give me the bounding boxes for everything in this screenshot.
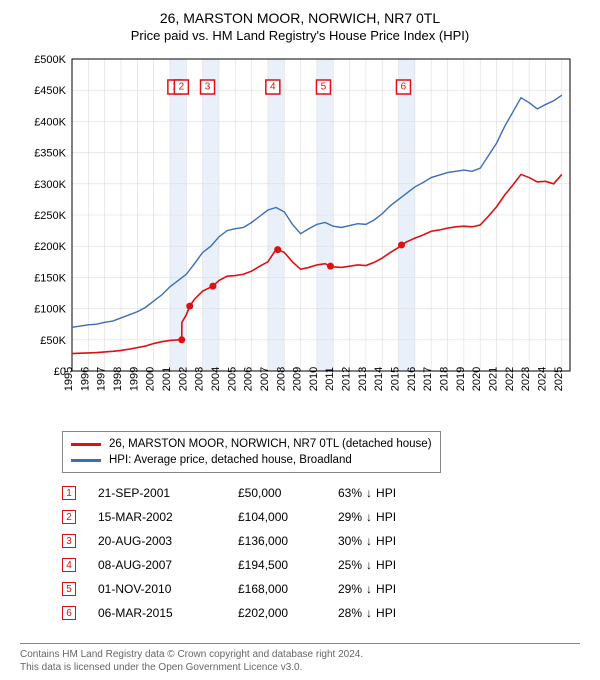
- svg-text:2023: 2023: [520, 367, 532, 391]
- svg-text:£250K: £250K: [34, 210, 66, 222]
- arrow-down-icon: ↓: [366, 510, 372, 524]
- sale-marker: 6: [62, 606, 76, 620]
- arrow-down-icon: ↓: [366, 558, 372, 572]
- sale-row: 5 01-NOV-2010£168,00029%↓HPI: [62, 577, 580, 601]
- svg-text:£100K: £100K: [34, 304, 66, 316]
- svg-text:£500K: £500K: [34, 54, 66, 66]
- svg-text:2010: 2010: [308, 367, 320, 391]
- svg-text:2014: 2014: [373, 367, 385, 391]
- sale-row: 3 20-AUG-2003£136,00030%↓HPI: [62, 529, 580, 553]
- page-title: 26, MARSTON MOOR, NORWICH, NR7 0TL: [20, 10, 580, 26]
- svg-text:1997: 1997: [96, 367, 108, 391]
- chart-legend: 26, MARSTON MOOR, NORWICH, NR7 0TL (deta…: [62, 431, 441, 473]
- svg-text:2008: 2008: [275, 367, 287, 391]
- attribution-footer: Contains HM Land Registry data © Crown c…: [20, 643, 580, 674]
- svg-text:£350K: £350K: [34, 148, 66, 160]
- sale-price: £202,000: [238, 606, 338, 620]
- legend-label: 26, MARSTON MOOR, NORWICH, NR7 0TL (deta…: [109, 438, 432, 450]
- sale-diff: 29%↓HPI: [338, 510, 396, 524]
- svg-text:2021: 2021: [488, 367, 500, 391]
- sale-marker: 4: [62, 558, 76, 572]
- footer-line: This data is licensed under the Open Gov…: [20, 661, 580, 674]
- sale-row: 4 08-AUG-2007£194,50025%↓HPI: [62, 553, 580, 577]
- arrow-down-icon: ↓: [366, 606, 372, 620]
- sale-diff: 29%↓HPI: [338, 582, 396, 596]
- svg-text:£200K: £200K: [34, 241, 66, 253]
- svg-text:1995: 1995: [63, 367, 75, 391]
- sale-price: £168,000: [238, 582, 338, 596]
- svg-text:3: 3: [205, 82, 211, 93]
- sale-price: £136,000: [238, 534, 338, 548]
- svg-text:2012: 2012: [341, 367, 353, 391]
- svg-text:1998: 1998: [112, 367, 124, 391]
- legend-item: HPI: Average price, detached house, Broa…: [71, 452, 432, 468]
- sale-date: 06-MAR-2015: [98, 606, 238, 620]
- sale-diff: 63%↓HPI: [338, 486, 396, 500]
- svg-text:2001: 2001: [161, 367, 173, 391]
- svg-text:5: 5: [321, 82, 327, 93]
- svg-text:2005: 2005: [226, 367, 238, 391]
- sale-marker: 5: [62, 582, 76, 596]
- arrow-down-icon: ↓: [366, 582, 372, 596]
- svg-text:2003: 2003: [194, 367, 206, 391]
- svg-text:2025: 2025: [553, 367, 565, 391]
- page-subtitle: Price paid vs. HM Land Registry's House …: [20, 28, 580, 43]
- sale-marker: 3: [62, 534, 76, 548]
- sale-date: 21-SEP-2001: [98, 486, 238, 500]
- sale-marker: 2: [62, 510, 76, 524]
- svg-text:2004: 2004: [210, 367, 222, 391]
- svg-text:1999: 1999: [128, 367, 140, 391]
- svg-text:2022: 2022: [504, 367, 516, 391]
- sales-table: 121-SEP-2001£50,00063%↓HPI215-MAR-2002£1…: [62, 481, 580, 625]
- svg-text:2017: 2017: [422, 367, 434, 391]
- sale-date: 15-MAR-2002: [98, 510, 238, 524]
- sale-row: 1 21-SEP-2001£50,00063%↓HPI: [62, 481, 580, 505]
- legend-swatch: [71, 459, 101, 462]
- sale-date: 01-NOV-2010: [98, 582, 238, 596]
- svg-text:£50K: £50K: [40, 335, 66, 347]
- svg-text:4: 4: [270, 82, 276, 93]
- sale-date: 08-AUG-2007: [98, 558, 238, 572]
- svg-text:2018: 2018: [439, 367, 451, 391]
- sale-price: £50,000: [238, 486, 338, 500]
- sale-diff: 30%↓HPI: [338, 534, 396, 548]
- svg-text:2015: 2015: [390, 367, 402, 391]
- arrow-down-icon: ↓: [366, 486, 372, 500]
- svg-text:£150K: £150K: [34, 272, 66, 284]
- svg-text:2002: 2002: [177, 367, 189, 391]
- svg-text:2007: 2007: [259, 367, 271, 391]
- price-chart: £0£50K£100K£150K£200K£250K£300K£350K£400…: [20, 51, 580, 421]
- svg-text:£450K: £450K: [34, 85, 66, 97]
- svg-text:2: 2: [179, 82, 185, 93]
- sale-row: 6 06-MAR-2015£202,00028%↓HPI: [62, 601, 580, 625]
- footer-line: Contains HM Land Registry data © Crown c…: [20, 648, 580, 661]
- sale-price: £104,000: [238, 510, 338, 524]
- sale-row: 2 15-MAR-2002£104,00029%↓HPI: [62, 505, 580, 529]
- svg-text:£300K: £300K: [34, 179, 66, 191]
- svg-text:2000: 2000: [145, 367, 157, 391]
- svg-text:1996: 1996: [79, 367, 91, 391]
- svg-text:2016: 2016: [406, 367, 418, 391]
- sale-marker: 1: [62, 486, 76, 500]
- svg-text:2013: 2013: [357, 367, 369, 391]
- svg-text:2009: 2009: [292, 367, 304, 391]
- sale-diff: 25%↓HPI: [338, 558, 396, 572]
- svg-text:6: 6: [401, 82, 407, 93]
- legend-item: 26, MARSTON MOOR, NORWICH, NR7 0TL (deta…: [71, 436, 432, 452]
- svg-text:2020: 2020: [471, 367, 483, 391]
- sale-date: 20-AUG-2003: [98, 534, 238, 548]
- sale-price: £194,500: [238, 558, 338, 572]
- legend-swatch: [71, 443, 101, 446]
- svg-text:£400K: £400K: [34, 116, 66, 128]
- svg-text:2024: 2024: [537, 367, 549, 391]
- sale-diff: 28%↓HPI: [338, 606, 396, 620]
- legend-label: HPI: Average price, detached house, Broa…: [109, 454, 352, 466]
- svg-text:2019: 2019: [455, 367, 467, 391]
- arrow-down-icon: ↓: [366, 534, 372, 548]
- svg-text:2006: 2006: [243, 367, 255, 391]
